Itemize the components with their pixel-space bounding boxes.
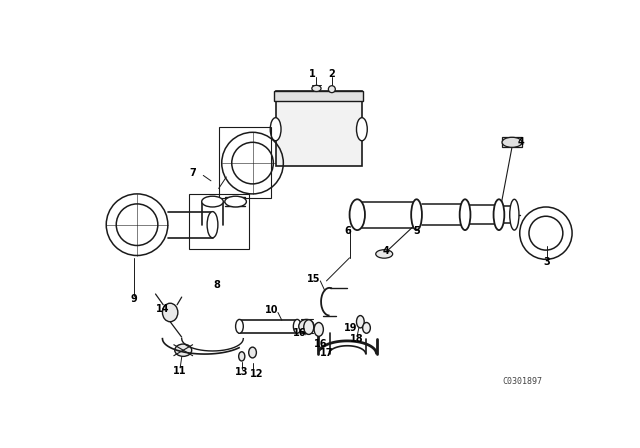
Text: 8: 8 xyxy=(213,280,220,290)
Text: 6: 6 xyxy=(344,226,351,236)
Ellipse shape xyxy=(493,199,504,230)
Text: 4: 4 xyxy=(517,137,524,147)
Bar xyxy=(189,194,250,250)
Text: 13: 13 xyxy=(235,367,248,377)
Ellipse shape xyxy=(236,319,243,333)
Text: 15: 15 xyxy=(307,274,321,284)
Text: 19: 19 xyxy=(344,323,358,333)
Bar xyxy=(502,137,522,147)
Ellipse shape xyxy=(376,250,393,258)
Ellipse shape xyxy=(502,137,522,147)
Ellipse shape xyxy=(202,196,223,207)
Ellipse shape xyxy=(411,199,422,230)
Ellipse shape xyxy=(304,320,314,334)
Ellipse shape xyxy=(207,211,218,238)
Text: 1: 1 xyxy=(309,69,316,79)
Ellipse shape xyxy=(312,85,321,91)
Text: 16: 16 xyxy=(292,327,307,337)
Bar xyxy=(274,91,364,101)
Ellipse shape xyxy=(460,199,470,230)
Text: 2: 2 xyxy=(328,69,335,79)
Text: 5: 5 xyxy=(413,226,420,236)
Ellipse shape xyxy=(328,86,335,93)
Text: 11: 11 xyxy=(173,366,187,376)
Ellipse shape xyxy=(293,319,301,333)
Ellipse shape xyxy=(270,118,281,141)
Ellipse shape xyxy=(314,323,323,336)
Ellipse shape xyxy=(175,344,192,356)
Text: 16: 16 xyxy=(314,339,327,349)
Text: 9: 9 xyxy=(131,293,138,304)
Ellipse shape xyxy=(363,323,371,333)
Text: 14: 14 xyxy=(156,304,169,314)
Ellipse shape xyxy=(225,196,246,207)
Text: 3: 3 xyxy=(543,257,550,267)
Bar xyxy=(219,127,271,198)
Text: C0301897: C0301897 xyxy=(502,376,542,386)
Ellipse shape xyxy=(349,199,365,230)
Text: 10: 10 xyxy=(265,305,278,315)
Text: 17: 17 xyxy=(320,348,333,358)
Text: 12: 12 xyxy=(250,369,264,379)
Ellipse shape xyxy=(249,347,257,358)
Ellipse shape xyxy=(509,199,519,230)
Text: 4: 4 xyxy=(382,246,389,256)
Ellipse shape xyxy=(239,352,245,361)
Bar xyxy=(276,91,362,166)
Ellipse shape xyxy=(356,315,364,328)
Ellipse shape xyxy=(163,303,178,322)
Ellipse shape xyxy=(299,319,314,333)
Ellipse shape xyxy=(356,118,367,141)
Text: 7: 7 xyxy=(190,168,196,178)
Text: 18: 18 xyxy=(349,334,364,344)
